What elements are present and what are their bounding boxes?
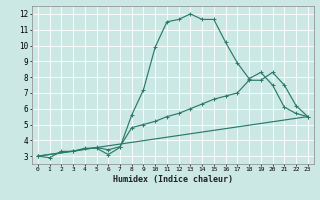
X-axis label: Humidex (Indice chaleur): Humidex (Indice chaleur) bbox=[113, 175, 233, 184]
